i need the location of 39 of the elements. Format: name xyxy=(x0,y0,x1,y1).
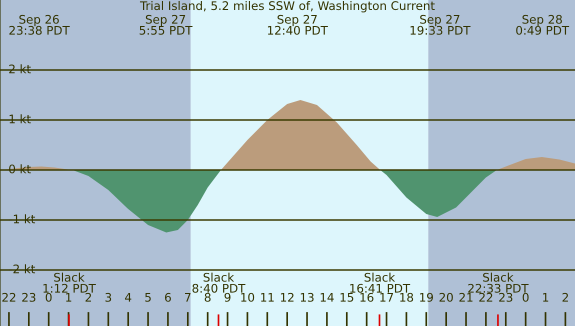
x-tick-label: 16 xyxy=(360,292,374,302)
x-tick-label: 22 xyxy=(479,292,492,302)
x-tick-label: 1 xyxy=(66,293,72,302)
x-tick-label: 8 xyxy=(204,292,211,302)
x-tick-label: 17 xyxy=(380,293,394,302)
x-tick-label: 5 xyxy=(145,293,151,302)
x-tick-label: 19 xyxy=(420,292,433,302)
x-tick-label: 11 xyxy=(261,293,274,302)
x-tick-label: 0 xyxy=(46,292,52,302)
x-tick-label: 2 xyxy=(562,292,568,302)
x-tick-label: 21 xyxy=(459,292,472,302)
x-tick-label: 1 xyxy=(543,293,548,302)
x-tick-label: 13 xyxy=(300,292,314,302)
annotation: Sep 27 19:33 PDT xyxy=(410,14,471,35)
x-tick-label: 14 xyxy=(320,293,334,302)
x-tick-label: 18 xyxy=(400,292,414,302)
x-tick-label: 12 xyxy=(280,292,294,302)
annotation: Slack 16:41 PDT xyxy=(350,272,410,293)
x-tick-label: 6 xyxy=(165,292,171,302)
annotation: Slack 8:40 PDT xyxy=(192,272,246,293)
x-tick-label: 20 xyxy=(440,292,453,302)
annotation: Sep 26 23:38 PDT xyxy=(9,14,70,35)
annotation: Slack 22:33 PDT xyxy=(468,272,529,293)
x-tick-label: 15 xyxy=(340,293,354,302)
x-tick-label: 2 xyxy=(86,292,92,302)
annotation: Slack 1:12 PDT xyxy=(43,272,96,293)
x-tick-label: 23 xyxy=(22,292,36,302)
x-tick-label: 9 xyxy=(224,292,230,302)
x-tick-label: 7 xyxy=(185,293,191,302)
annotation: Sep 28 0:49 PDT xyxy=(516,14,570,35)
chart-title: Trial Island, 5.2 miles SSW of, Washington Current xyxy=(140,0,435,12)
x-tick-label: 0 xyxy=(522,292,529,302)
x-tick-label: 10 xyxy=(241,292,254,302)
annotation: Sep 27 12:40 PDT xyxy=(268,14,328,35)
x-tick-label: 4 xyxy=(125,293,132,302)
x-tick-label: 3 xyxy=(105,292,112,302)
x-tick-label: 23 xyxy=(499,292,512,302)
x-tick-label: 22 xyxy=(2,292,16,302)
annotation: Sep 27 5:55 PDT xyxy=(140,14,192,35)
